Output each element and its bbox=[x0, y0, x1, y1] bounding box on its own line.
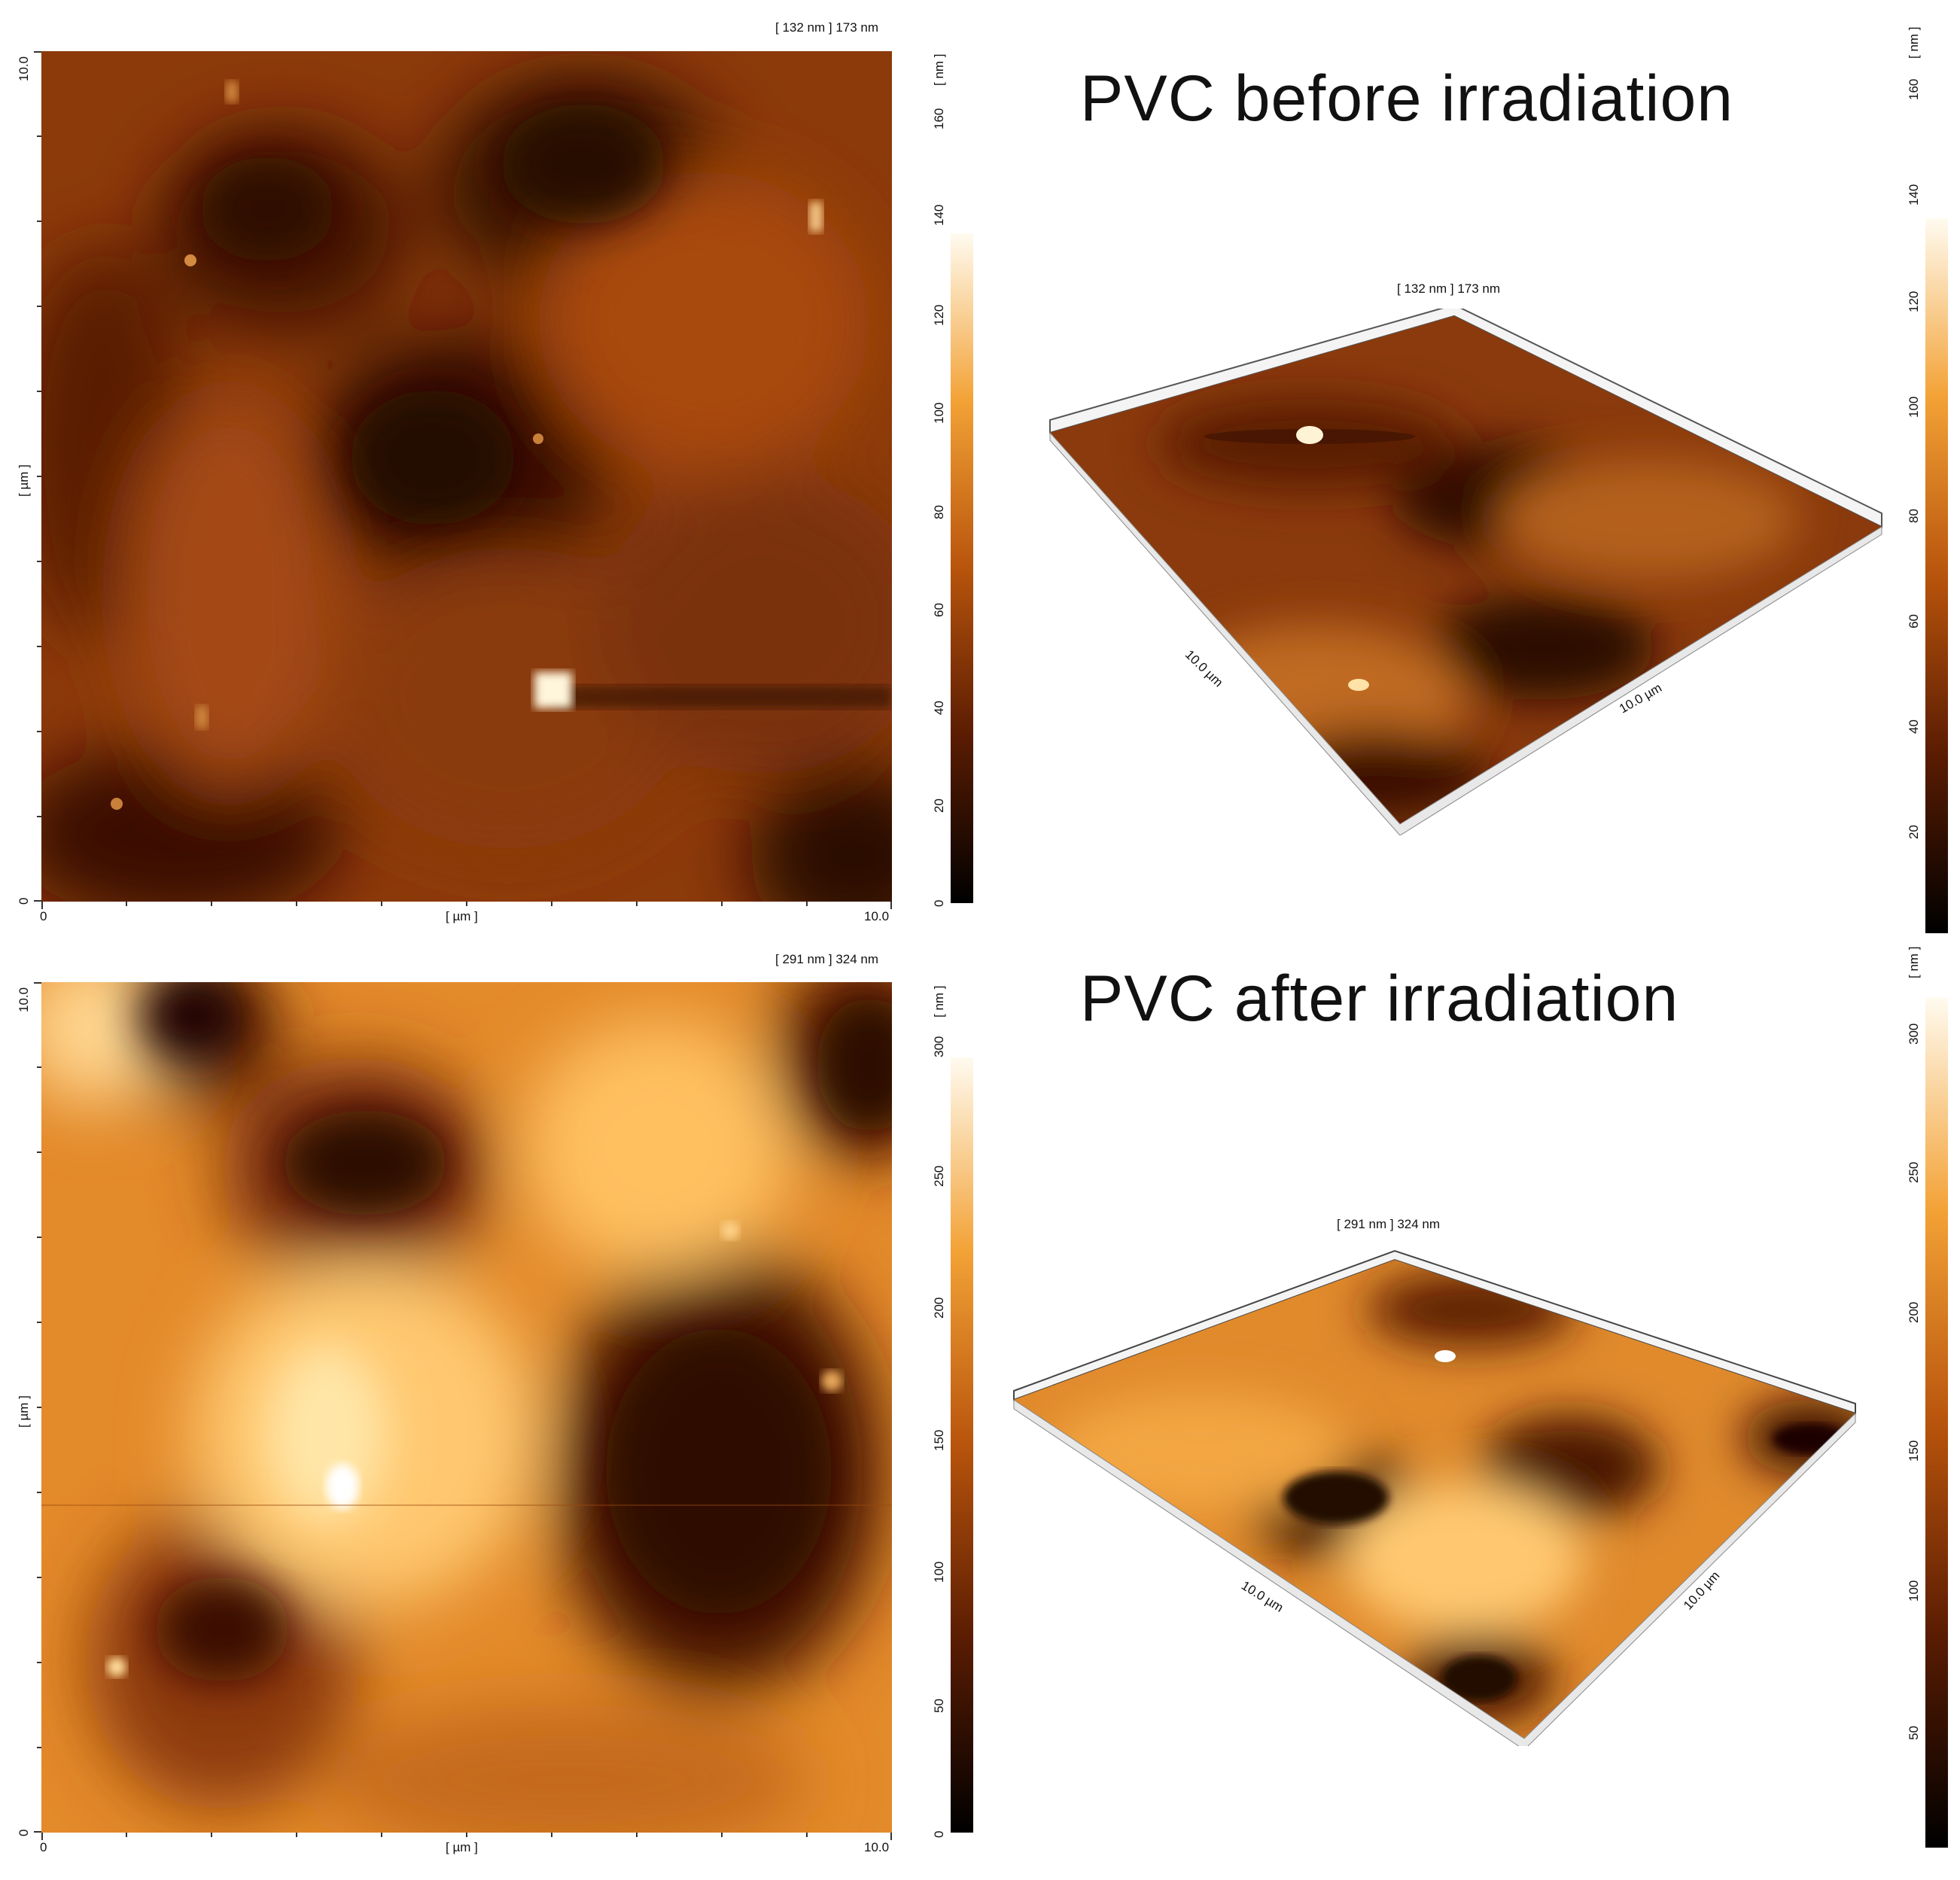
colorbar-tick: 100 bbox=[932, 1561, 946, 1583]
range-label-3d: [ 132 nm ] 173 nm bbox=[1397, 281, 1501, 296]
colorbar-tick: 120 bbox=[1907, 291, 1921, 312]
colorbar-unit: [ nm ] bbox=[932, 53, 946, 86]
y-axis-min: 0 bbox=[17, 897, 31, 905]
y-axis-max: 10.0 bbox=[17, 987, 31, 1012]
x-axis-max: 10.0 bbox=[864, 1840, 890, 1854]
y-axis-ticks bbox=[34, 982, 41, 1833]
colorbar-tick: 160 bbox=[932, 108, 946, 129]
colorbar-tick: 100 bbox=[1907, 396, 1921, 418]
colorbar-tick: 120 bbox=[932, 304, 946, 326]
colorbar-tick: 300 bbox=[932, 1036, 946, 1057]
colorbar-tick: 20 bbox=[1907, 825, 1921, 839]
colorbar-unit: [ nm ] bbox=[1907, 26, 1921, 59]
colorbar-tick: 50 bbox=[932, 1699, 946, 1713]
x-axis-min: 0 bbox=[40, 909, 47, 923]
panel-title: PVC after irradiation bbox=[1080, 963, 1679, 1035]
colorbar-unit: [ nm ] bbox=[1907, 946, 1921, 978]
afm-3d-view bbox=[1046, 309, 1889, 835]
y-axis-label: [ µm ] bbox=[17, 1395, 31, 1428]
colorbar-tick: 80 bbox=[932, 505, 946, 519]
colorbar-tick: 100 bbox=[932, 402, 946, 424]
colorbar-tick: 40 bbox=[932, 701, 946, 715]
x-axis-ticks bbox=[41, 902, 892, 909]
x-axis-ticks bbox=[41, 1833, 892, 1840]
colorbar-2d bbox=[951, 1057, 973, 1833]
colorbar-tick: 300 bbox=[1907, 1023, 1921, 1045]
colorbar-tick: 50 bbox=[1907, 1726, 1921, 1740]
colorbar-unit: [ nm ] bbox=[932, 985, 946, 1018]
afm-image-2d bbox=[41, 982, 892, 1833]
colorbar-tick: 140 bbox=[1907, 184, 1921, 205]
y-axis-min: 0 bbox=[17, 1829, 31, 1836]
colorbar-tick: 200 bbox=[1907, 1301, 1921, 1323]
panel-title: PVC before irradiation bbox=[1080, 62, 1734, 135]
range-label-2d: [ 132 nm ] 173 nm bbox=[775, 20, 879, 35]
colorbar-tick: 100 bbox=[1907, 1580, 1921, 1602]
colorbar-tick: 20 bbox=[932, 799, 946, 813]
colorbar-3d bbox=[1925, 997, 1948, 1848]
colorbar-tick: 250 bbox=[1907, 1161, 1921, 1183]
range-label-3d: [ 291 nm ] 324 nm bbox=[1337, 1217, 1441, 1231]
colorbar-tick: 40 bbox=[1907, 719, 1921, 734]
y-axis-max: 10.0 bbox=[17, 56, 31, 81]
colorbar-tick: 250 bbox=[932, 1165, 946, 1187]
colorbar-tick: 80 bbox=[1907, 509, 1921, 523]
colorbar-tick: 60 bbox=[1907, 614, 1921, 628]
colorbar-tick: 200 bbox=[932, 1297, 946, 1319]
colorbar-3d bbox=[1925, 218, 1948, 933]
colorbar-tick: 60 bbox=[932, 603, 946, 617]
afm-image-2d bbox=[41, 51, 892, 902]
range-label-2d: [ 291 nm ] 324 nm bbox=[775, 952, 879, 966]
colorbar-tick: 0 bbox=[932, 1830, 946, 1838]
colorbar-2d bbox=[951, 233, 973, 903]
colorbar-tick: 140 bbox=[932, 204, 946, 226]
colorbar-tick: 0 bbox=[932, 899, 946, 907]
colorbar-tick: 150 bbox=[1907, 1440, 1921, 1462]
afm-3d-view bbox=[1012, 1242, 1863, 1746]
x-axis-max: 10.0 bbox=[864, 909, 890, 923]
colorbar-tick: 160 bbox=[1907, 78, 1921, 100]
y-axis-ticks bbox=[34, 51, 41, 902]
x-axis-min: 0 bbox=[40, 1840, 47, 1854]
x-axis-label: [ µm ] bbox=[446, 909, 478, 923]
y-axis-label: [ µm ] bbox=[17, 464, 31, 497]
colorbar-tick: 150 bbox=[932, 1429, 946, 1451]
x-axis-label: [ µm ] bbox=[446, 1840, 478, 1854]
